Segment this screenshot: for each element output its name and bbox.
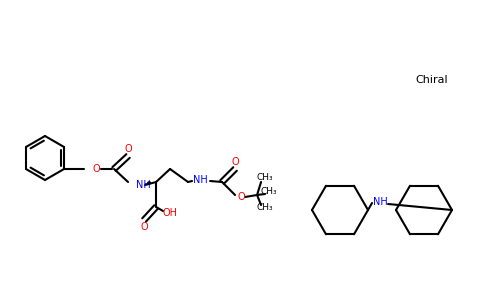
Text: OH: OH [163, 208, 178, 218]
Text: CH₃: CH₃ [257, 203, 273, 212]
Text: O: O [237, 192, 245, 202]
Text: Chiral: Chiral [415, 75, 448, 85]
Text: NH: NH [373, 197, 387, 207]
Text: O: O [92, 164, 100, 174]
Text: O: O [124, 144, 132, 154]
Text: CH₃: CH₃ [257, 173, 273, 182]
Text: NH: NH [193, 175, 208, 185]
Text: O: O [140, 222, 148, 232]
Text: NH: NH [136, 180, 151, 190]
Text: CH₃: CH₃ [261, 188, 277, 196]
Text: O: O [231, 157, 239, 167]
